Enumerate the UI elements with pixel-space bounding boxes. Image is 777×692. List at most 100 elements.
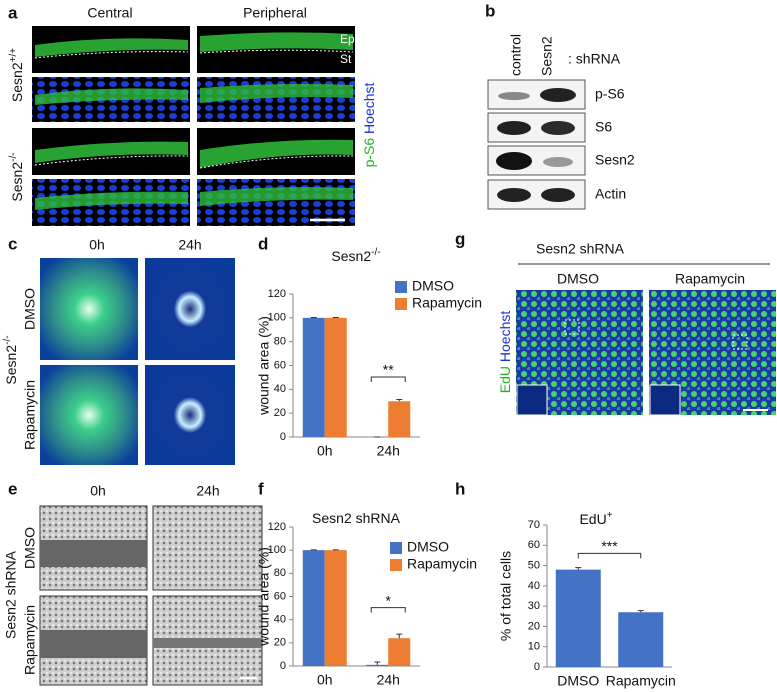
x-tick-label: DMSO bbox=[557, 673, 599, 689]
column-title: Central bbox=[87, 5, 132, 21]
y-tick-label: 40 bbox=[528, 580, 540, 592]
legend-label: DMSO bbox=[407, 539, 449, 555]
legend-label: DMSO bbox=[412, 278, 454, 294]
y-tick-label: 40 bbox=[274, 383, 286, 395]
time-label: 24h bbox=[196, 483, 219, 499]
legend-swatch bbox=[390, 542, 402, 554]
x-tick-label: 0h bbox=[317, 443, 333, 459]
bar bbox=[388, 638, 411, 666]
blot-label: Sesn2 bbox=[595, 152, 635, 168]
panel-label: a bbox=[8, 3, 18, 22]
micrographs bbox=[32, 26, 355, 226]
y-axis-label: wound area (%) bbox=[256, 547, 272, 647]
y-tick-label: 0 bbox=[280, 660, 286, 672]
bar bbox=[388, 401, 411, 437]
blot-label: p-S6 bbox=[595, 86, 625, 102]
y-tick-label: 100 bbox=[268, 312, 286, 324]
significance-bracket bbox=[577, 552, 642, 559]
treatment-label: DMSO bbox=[22, 527, 38, 569]
bar bbox=[618, 612, 664, 667]
genotype-sup: +/+ bbox=[8, 48, 19, 63]
y-tick-label: 80 bbox=[274, 336, 286, 348]
genotype: Sesn2 bbox=[9, 162, 25, 202]
treatment-label: DMSO bbox=[557, 271, 599, 287]
y-axis-label: % of total cells bbox=[498, 551, 514, 641]
bar bbox=[302, 317, 325, 437]
condition-label: Sesn2 shRNA bbox=[3, 550, 19, 639]
legend-swatch bbox=[390, 559, 402, 571]
significance-bracket bbox=[370, 376, 406, 382]
genotype-sup: -/- bbox=[8, 152, 19, 161]
panel-label: f bbox=[258, 479, 264, 498]
y-tick-label: 70 bbox=[528, 519, 540, 531]
title-sup: + bbox=[607, 510, 613, 521]
title: Sesn2 bbox=[331, 248, 371, 264]
significance-label: *** bbox=[601, 538, 618, 554]
error-bar bbox=[637, 610, 644, 613]
lane-label: Sesn2 bbox=[539, 36, 555, 76]
x-tick-label: Rapamycin bbox=[606, 673, 676, 689]
y-tick-label: 120 bbox=[268, 521, 286, 533]
time-label: 24h bbox=[178, 237, 201, 253]
y-tick-label: 100 bbox=[268, 544, 286, 556]
genotype-label: Sesn2-/- bbox=[8, 152, 25, 201]
panel-label: b bbox=[485, 1, 495, 20]
stain-label: p-S6 Hoechst bbox=[361, 82, 377, 167]
stain: EdU bbox=[497, 366, 513, 393]
edu-images bbox=[516, 290, 776, 416]
panel-label: h bbox=[455, 479, 465, 498]
x-tick-label: 24h bbox=[377, 443, 400, 459]
y-tick-label: 60 bbox=[274, 590, 286, 602]
layer-label: Ep bbox=[340, 32, 355, 46]
panel-label: g bbox=[455, 229, 465, 248]
error-bar bbox=[396, 633, 403, 639]
error-bar bbox=[396, 398, 403, 402]
stain: p-S6 bbox=[361, 138, 377, 168]
blots bbox=[487, 79, 586, 210]
x-tick-label: 0h bbox=[317, 672, 333, 688]
eye-images bbox=[40, 258, 235, 465]
y-tick-label: 20 bbox=[274, 407, 286, 419]
x-tick-label: 24h bbox=[377, 672, 400, 688]
treatment-label: Rapamycin bbox=[675, 271, 745, 287]
y-tick-label: 10 bbox=[528, 641, 540, 653]
y-tick-label: 80 bbox=[274, 567, 286, 579]
genotype-label: Sesn2+/+ bbox=[8, 48, 25, 102]
y-tick-label: 20 bbox=[528, 620, 540, 632]
genotype-label: Sesn2-/- bbox=[2, 335, 19, 384]
treatment-label: Rapamycin bbox=[22, 605, 38, 675]
treatment-label: Rapamycin bbox=[22, 380, 38, 450]
y-tick-label: 20 bbox=[274, 637, 286, 649]
y-tick-label: 120 bbox=[268, 288, 286, 300]
y-tick-label: 40 bbox=[274, 614, 286, 626]
genotype-sup: -/- bbox=[2, 335, 13, 344]
error-bar bbox=[374, 661, 381, 665]
condition-label: Sesn2 shRNA bbox=[536, 241, 625, 257]
layer-label: St bbox=[340, 52, 352, 66]
legend-label: Rapamycin bbox=[407, 556, 477, 572]
legend-swatch bbox=[395, 281, 407, 293]
scratch-images bbox=[39, 505, 263, 686]
panel-label: d bbox=[258, 234, 268, 253]
y-tick-label: 60 bbox=[528, 539, 540, 551]
significance-label: ** bbox=[383, 362, 394, 378]
y-tick-label: 0 bbox=[534, 661, 540, 673]
stain-label: EdU Hoechst bbox=[497, 311, 513, 394]
bar bbox=[302, 550, 325, 666]
column-title: Peripheral bbox=[243, 5, 307, 21]
treatment-label: DMSO bbox=[22, 288, 38, 330]
bar bbox=[366, 664, 389, 666]
blot-label: Actin bbox=[595, 186, 626, 202]
genotype: Sesn2 bbox=[3, 345, 19, 385]
time-label: 0h bbox=[90, 483, 106, 499]
chart-title: Sesn2 shRNA bbox=[312, 510, 401, 526]
title: Sesn2 shRNA bbox=[312, 510, 401, 526]
lane-label: control bbox=[508, 34, 524, 76]
chart-title: Sesn2-/- bbox=[331, 247, 380, 264]
bar bbox=[324, 550, 347, 666]
legend-swatch bbox=[395, 298, 407, 310]
significance-bracket bbox=[370, 607, 406, 613]
y-tick-label: 0 bbox=[280, 431, 286, 443]
